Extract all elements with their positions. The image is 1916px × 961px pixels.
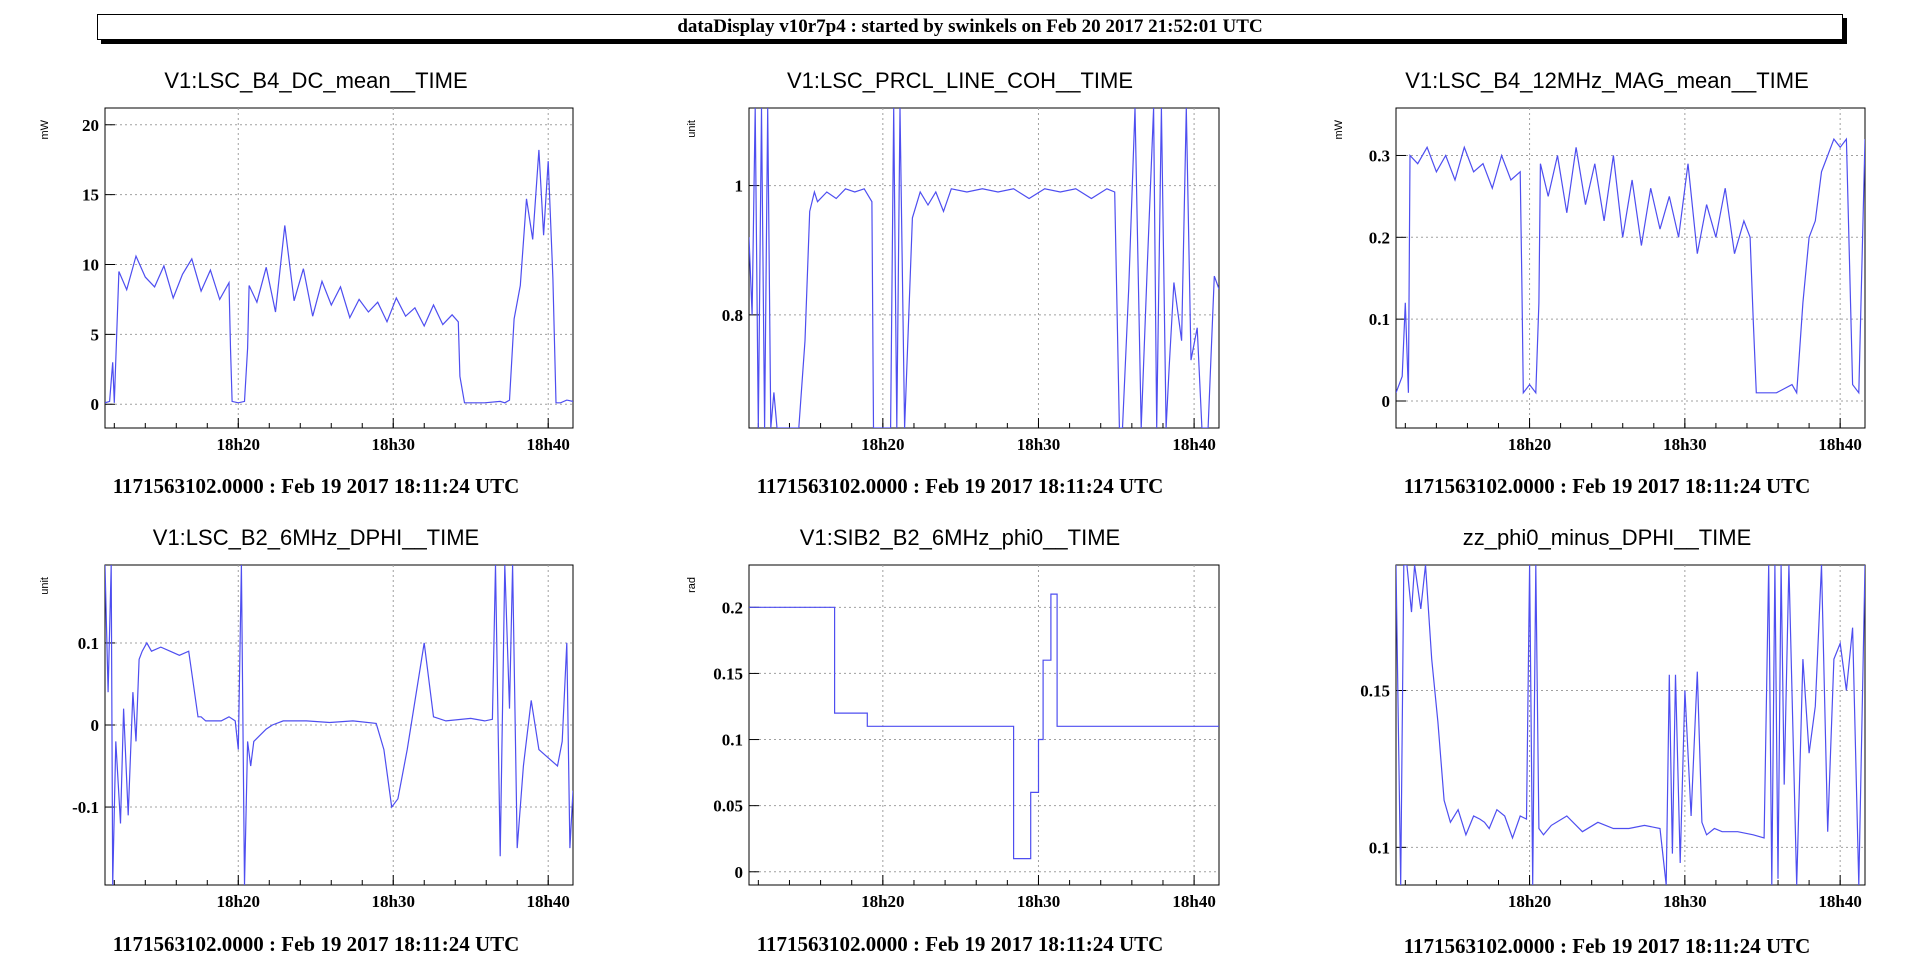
chart-panel-2: 18h20 18h30 18h40 0.8 1 V1:LSC_PRCL_LINE_COH_… — [686, 68, 1220, 498]
x-tick-label: 18h30 — [1663, 892, 1706, 911]
plot-frame — [1395, 564, 1866, 886]
x-tick-label: 18h40 — [526, 892, 569, 911]
y-tick-label: 0.1 — [722, 731, 743, 750]
x-axis-label: 1171563102.0000 : Feb 19 2017 18:11:24 U… — [757, 474, 1164, 498]
y-tick-label: 0 — [91, 716, 100, 735]
y-tick-label: 0 — [91, 395, 100, 414]
plot-frame — [748, 564, 1220, 886]
x-axis-label: 1171563102.0000 : Feb 19 2017 18:11:24 U… — [1404, 934, 1811, 958]
x-axis-label: 1171563102.0000 : Feb 19 2017 18:11:24 U… — [1404, 474, 1811, 498]
x-tick-label: 18h20 — [861, 435, 904, 454]
chart-title: V1:LSC_B4_DC_mean__TIME — [164, 68, 467, 93]
x-axis-label: 1171563102.0000 : Feb 19 2017 18:11:24 U… — [113, 474, 520, 498]
y-tick-label: 15 — [82, 186, 99, 205]
plot-frame — [748, 107, 1220, 429]
header-title: dataDisplay v10r7p4 : started by swinkel… — [677, 16, 1263, 37]
x-tick-label: 18h40 — [526, 435, 569, 454]
y-tick-label: 0.1 — [1369, 310, 1390, 329]
series-line-1 — [749, 593, 1219, 860]
y-axis-label: unit — [686, 120, 698, 138]
x-tick-label: 18h30 — [372, 435, 415, 454]
y-tick-label: 10 — [82, 256, 99, 275]
y-tick-label: 20 — [82, 116, 99, 135]
x-tick-label: 18h20 — [861, 892, 904, 911]
series-line-1 — [105, 149, 573, 404]
x-axis-label: 1171563102.0000 : Feb 19 2017 18:11:24 U… — [113, 932, 520, 956]
x-tick-label: 18h30 — [1017, 892, 1060, 911]
x-tick-label: 18h20 — [217, 435, 260, 454]
chart-panel-5: 18h20 18h30 18h40 0 0.05 0.1 0.15 0.2 V1:SIB2_B2… — [686, 525, 1220, 956]
series-line-1 — [1396, 565, 1865, 885]
y-axis-label: rad — [686, 577, 698, 593]
y-axis-label: unit — [39, 577, 51, 595]
series-line-1 — [105, 565, 573, 885]
plot-frame — [1395, 107, 1866, 429]
y-tick-label: -0.1 — [72, 798, 99, 817]
plot-frame — [104, 107, 574, 429]
y-axis-label: mW — [39, 119, 51, 139]
x-tick-label: 18h30 — [372, 892, 415, 911]
y-tick-label: 0.15 — [713, 664, 743, 683]
x-tick-label: 18h30 — [1663, 435, 1706, 454]
chart-title: V1:SIB2_B2_6MHz_phi0__TIME — [800, 525, 1120, 550]
chart-panel-3: 18h20 18h30 18h40 0 0.1 0.2 0.3 V1:LSC_B4_12MHz… — [1333, 68, 1866, 498]
x-tick-label: 18h40 — [1818, 435, 1861, 454]
y-tick-label: 0.2 — [1369, 228, 1390, 247]
x-tick-label: 18h40 — [1818, 892, 1861, 911]
header-bar: dataDisplay v10r7p4 : started by swinkel… — [97, 14, 1843, 40]
chart-title: zz_phi0_minus_DPHI__TIME — [1463, 525, 1752, 550]
y-tick-label: 0.15 — [1360, 681, 1390, 700]
chart-panel-4: 18h20 18h30 18h40 -0.1 0 0.1 V1:LSC_B2_6MHz_DP… — [39, 525, 574, 956]
y-tick-label: 0.05 — [713, 797, 743, 816]
y-tick-label: 1 — [735, 177, 744, 196]
y-tick-label: 0.3 — [1369, 146, 1390, 165]
chart-title: V1:LSC_B2_6MHz_DPHI__TIME — [153, 525, 479, 550]
chart-panel-1: 18h20 18h30 18h40 0 5 10 15 20 V1:LSC_B4_DC_mean… — [39, 68, 574, 498]
y-tick-label: 0.1 — [78, 634, 99, 653]
x-tick-label: 18h20 — [1508, 435, 1551, 454]
x-axis-label: 1171563102.0000 : Feb 19 2017 18:11:24 U… — [757, 932, 1164, 956]
chart-title: V1:LSC_PRCL_LINE_COH__TIME — [787, 68, 1133, 93]
x-tick-label: 18h30 — [1017, 435, 1060, 454]
y-tick-label: 0.1 — [1369, 838, 1390, 857]
series-line-1 — [1396, 137, 1865, 395]
y-tick-label: 0 — [1382, 392, 1391, 411]
y-axis-label: mW — [1333, 119, 1345, 139]
y-tick-label: 0.8 — [722, 306, 743, 325]
x-tick-label: 18h20 — [1508, 892, 1551, 911]
series-line-1 — [749, 108, 1219, 428]
chart-panel-6: 18h20 18h30 18h40 0.1 0.15 zz_phi0_minus_DPHI… — [1360, 525, 1866, 958]
x-tick-label: 18h20 — [217, 892, 260, 911]
y-tick-label: 0 — [735, 863, 744, 882]
chart-title: V1:LSC_B4_12MHz_MAG_mean__TIME — [1405, 68, 1809, 93]
x-tick-label: 18h40 — [1172, 435, 1215, 454]
x-tick-label: 18h40 — [1172, 892, 1215, 911]
y-tick-label: 0.2 — [722, 598, 743, 617]
y-tick-label: 5 — [91, 325, 100, 344]
